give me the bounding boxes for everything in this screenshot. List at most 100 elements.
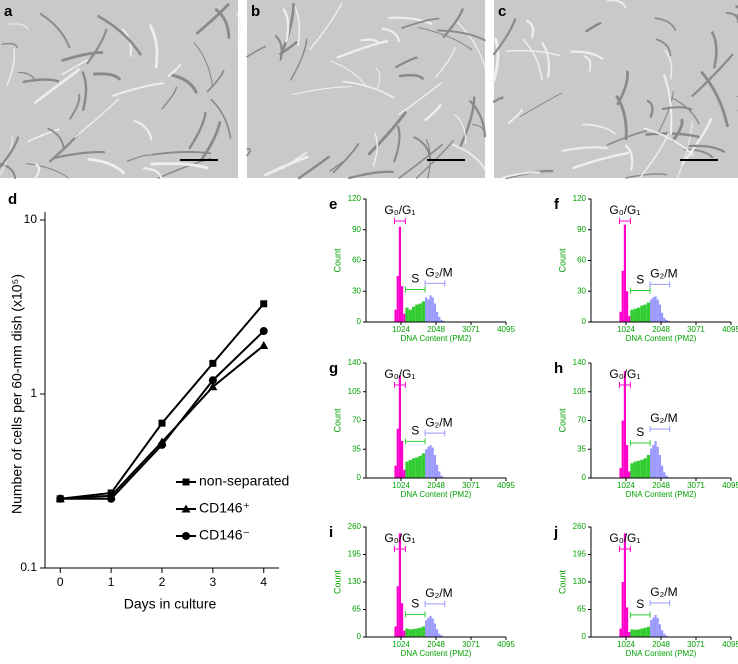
histogram-bar <box>623 371 627 478</box>
cell <box>437 29 486 42</box>
cell <box>638 132 670 179</box>
cell <box>525 19 535 39</box>
y-tick-label: 130 <box>573 577 587 586</box>
cell <box>671 118 684 142</box>
x-tick-label: 2 <box>159 575 166 589</box>
cell <box>167 63 182 77</box>
histogram-bar <box>429 445 432 478</box>
histogram-bar <box>421 301 426 322</box>
cell <box>150 162 209 170</box>
y-tick-label: 140 <box>348 358 362 367</box>
cell <box>332 142 360 174</box>
y-axis-label: Count <box>332 248 342 273</box>
phase-label: G₂/M <box>425 266 452 280</box>
y-tick-label: 60 <box>352 256 361 265</box>
histogram-bar <box>427 617 430 637</box>
histogram-bar <box>661 465 664 478</box>
cell <box>454 114 467 145</box>
y-axis-label: Count <box>557 408 567 433</box>
cell <box>330 60 368 88</box>
histogram-bar <box>405 461 409 478</box>
histogram-bar <box>433 303 437 322</box>
histogram-bar <box>621 270 624 322</box>
histogram-bar <box>440 319 443 322</box>
x-tick-label: 2048 <box>652 325 670 334</box>
histogram-bar <box>411 458 416 478</box>
cell <box>452 143 486 171</box>
cell <box>1 42 18 49</box>
legend-label: CD146⁺ <box>199 500 250 516</box>
marker <box>259 340 269 349</box>
cell <box>506 49 561 57</box>
panel-label: b <box>251 3 260 20</box>
cell <box>274 35 283 61</box>
cell <box>92 72 121 81</box>
histogram-bar <box>636 460 641 478</box>
histogram-bar <box>394 465 397 478</box>
histogram-bar <box>394 626 397 637</box>
panel-label: h <box>554 360 563 377</box>
y-tick-label: 70 <box>577 416 586 425</box>
histogram-bar <box>405 628 409 637</box>
y-tick-label: 120 <box>573 194 587 203</box>
histogram-bar <box>429 295 432 322</box>
cell <box>47 127 65 150</box>
phase-label: G₂/M <box>425 586 452 600</box>
histogram-bar <box>646 302 651 322</box>
micrograph-image <box>247 0 485 178</box>
y-tick-label: 70 <box>352 416 361 425</box>
y-tick-label: 65 <box>352 605 361 614</box>
histogram-bar <box>633 461 637 478</box>
y-tick-label: 105 <box>573 387 587 396</box>
histogram-bar <box>661 312 664 322</box>
cell <box>25 163 69 179</box>
histogram-bar <box>640 305 644 322</box>
marker <box>158 440 166 449</box>
histogram-bar <box>663 472 666 478</box>
cell <box>74 98 120 138</box>
cell <box>570 50 604 60</box>
legend-marker <box>182 532 190 540</box>
histogram-bar <box>436 311 439 322</box>
phase-label: S <box>411 272 419 286</box>
x-axis-label: DNA Content (PM2) <box>401 334 472 343</box>
marker <box>209 359 217 367</box>
cell <box>133 119 153 141</box>
histogram-bar <box>415 457 419 478</box>
histogram-bar <box>652 445 655 478</box>
histogram-bar <box>636 629 641 637</box>
cell <box>376 68 381 90</box>
histogram-bar <box>401 286 404 322</box>
y-tick-label: 90 <box>577 225 586 234</box>
cell <box>492 37 500 82</box>
cell <box>33 68 81 104</box>
legend-label: non-separated <box>199 473 289 489</box>
y-axis-label: Count <box>557 570 567 595</box>
cell <box>309 3 343 51</box>
histogram-bar <box>628 631 631 637</box>
y-tick-label: 10 <box>24 212 38 226</box>
cell <box>372 132 378 167</box>
histogram-bar <box>425 297 428 322</box>
y-tick-label: 35 <box>352 444 361 453</box>
marker <box>56 494 65 503</box>
cell <box>520 92 562 117</box>
cell <box>236 12 241 42</box>
cell <box>246 147 251 157</box>
cell <box>646 99 654 118</box>
histogram-bar <box>403 469 406 478</box>
cell <box>676 121 693 179</box>
x-tick-label: 4095 <box>497 481 515 490</box>
histogram-bar <box>643 304 647 322</box>
cell <box>401 17 440 29</box>
cell <box>661 106 693 111</box>
x-tick-label: 3071 <box>462 481 480 490</box>
x-tick-label: 1024 <box>392 481 410 490</box>
cell <box>381 27 401 43</box>
phase-label: S <box>411 597 419 611</box>
histogram-bar <box>396 428 399 478</box>
cell <box>541 42 550 79</box>
histogram-bar <box>418 303 422 322</box>
panel-label: f <box>554 196 560 213</box>
histogram-bar <box>628 471 631 478</box>
